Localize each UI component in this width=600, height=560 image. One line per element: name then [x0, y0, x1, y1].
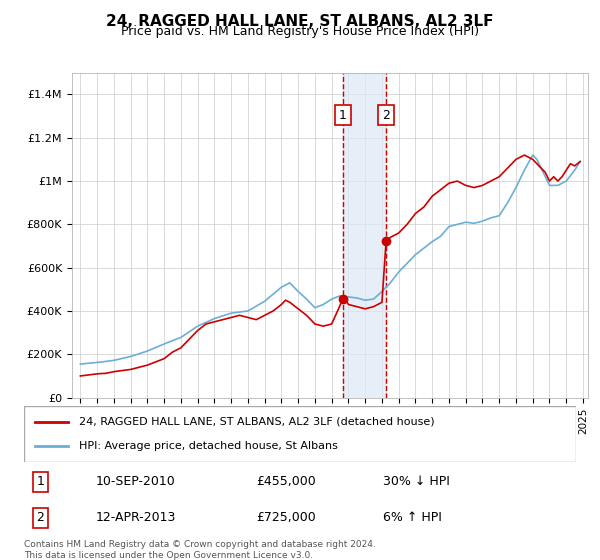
Bar: [343, 73, 386, 398]
Text: 12-APR-2013: 12-APR-2013: [96, 511, 176, 524]
Text: £725,000: £725,000: [256, 511, 316, 524]
Text: 10-SEP-2010: 10-SEP-2010: [96, 475, 176, 488]
Text: 24, RAGGED HALL LANE, ST ALBANS, AL2 3LF: 24, RAGGED HALL LANE, ST ALBANS, AL2 3LF: [106, 14, 494, 29]
Text: 2: 2: [37, 511, 44, 524]
Text: 1: 1: [339, 109, 347, 122]
Text: 24, RAGGED HALL LANE, ST ALBANS, AL2 3LF (detached house): 24, RAGGED HALL LANE, ST ALBANS, AL2 3LF…: [79, 417, 435, 427]
Text: HPI: Average price, detached house, St Albans: HPI: Average price, detached house, St A…: [79, 441, 338, 451]
FancyBboxPatch shape: [24, 406, 576, 462]
Text: 30% ↓ HPI: 30% ↓ HPI: [383, 475, 449, 488]
Text: Price paid vs. HM Land Registry's House Price Index (HPI): Price paid vs. HM Land Registry's House …: [121, 25, 479, 38]
Text: 1: 1: [37, 475, 44, 488]
Text: £455,000: £455,000: [256, 475, 316, 488]
Text: Contains HM Land Registry data © Crown copyright and database right 2024.
This d: Contains HM Land Registry data © Crown c…: [24, 540, 376, 560]
Text: 6% ↑ HPI: 6% ↑ HPI: [383, 511, 442, 524]
Text: 2: 2: [382, 109, 390, 122]
